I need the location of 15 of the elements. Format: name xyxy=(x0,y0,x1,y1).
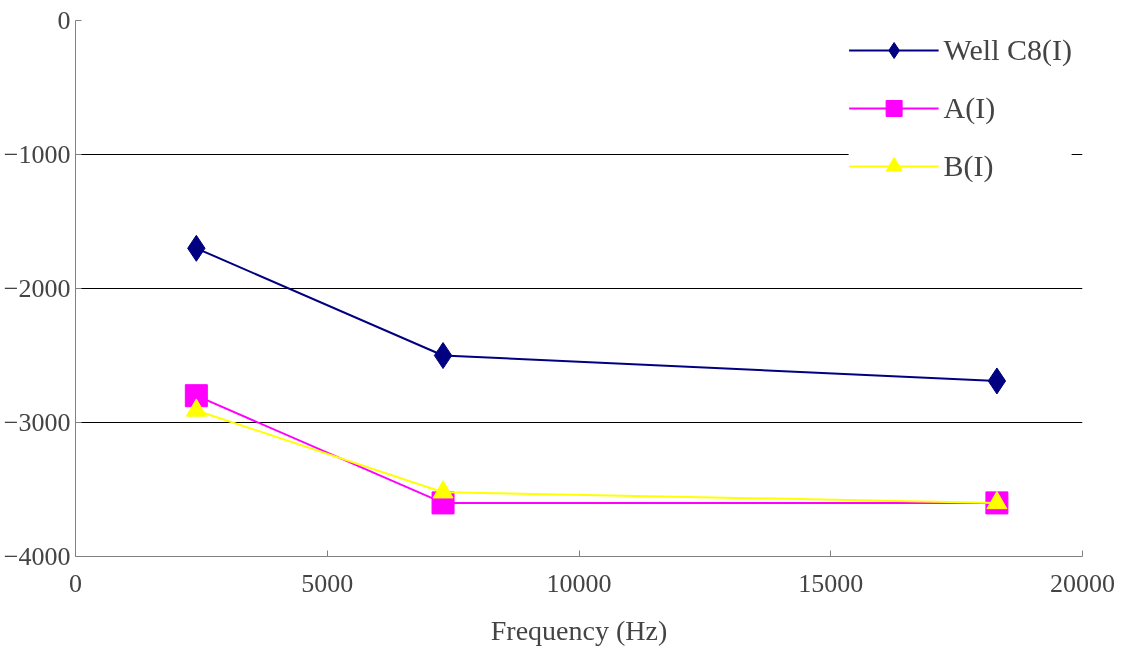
x-tick-label: 20000 xyxy=(1050,568,1115,598)
y-tick-label: −3000 xyxy=(3,408,71,437)
x-tick-label: 10000 xyxy=(546,568,612,598)
legend-label: A(I) xyxy=(943,90,996,126)
y-tick-label: −1000 xyxy=(3,140,71,169)
legend-label: Well C8(I) xyxy=(943,32,1072,68)
y-tick-label: −2000 xyxy=(3,274,71,303)
point xyxy=(987,367,1007,395)
x-tick-label: 5000 xyxy=(301,568,354,598)
y-tick-label: −4000 xyxy=(3,542,71,571)
legend-label: B(I) xyxy=(943,148,994,184)
x-axis-title: Frequency (Hz) xyxy=(490,614,668,646)
point xyxy=(433,342,453,369)
x-tick-label: 15000 xyxy=(798,568,864,598)
y-tick-label: 0 xyxy=(57,6,71,35)
